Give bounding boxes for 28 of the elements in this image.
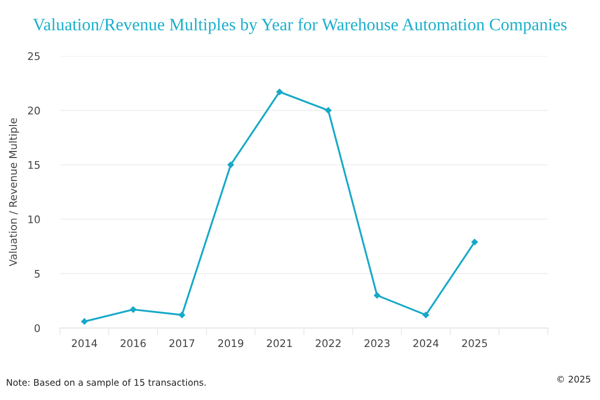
chart-title: Valuation/Revenue Multiples by Year for Warehouse Automation Companies xyxy=(32,18,567,34)
x-tick-label: 2024 xyxy=(413,339,439,348)
point xyxy=(228,162,234,168)
text: Note: Based on a sample of 15 transactions. xyxy=(6,378,206,388)
point xyxy=(178,312,186,318)
x-tick-label: 2019 xyxy=(218,339,244,348)
y-tick-label: 0 xyxy=(34,324,40,332)
point xyxy=(374,292,380,299)
point xyxy=(471,238,478,246)
point xyxy=(130,306,136,313)
y-axis-title: Valuation / Revenue Multiple xyxy=(8,118,19,266)
x-tick-label: 2022 xyxy=(316,339,340,348)
x-tick-label: 2017 xyxy=(169,339,194,348)
text: © 2025 xyxy=(557,376,590,383)
x-tick-label: 2021 xyxy=(267,339,292,348)
x-tick-label: 2023 xyxy=(364,339,390,348)
point xyxy=(276,88,283,96)
y-tick-label: 20 xyxy=(28,106,40,115)
x-tick-label: 2014 xyxy=(72,339,98,348)
point xyxy=(422,312,429,318)
point xyxy=(325,107,332,114)
y-tick-label: 25 xyxy=(28,52,40,60)
y-tick-label: 5 xyxy=(34,270,40,278)
y-tick-label: 15 xyxy=(28,161,40,169)
point xyxy=(81,318,88,325)
x-tick-label: 2016 xyxy=(120,339,146,348)
x-tick-label: 2025 xyxy=(462,339,487,348)
y-tick-label: 10 xyxy=(28,215,40,224)
